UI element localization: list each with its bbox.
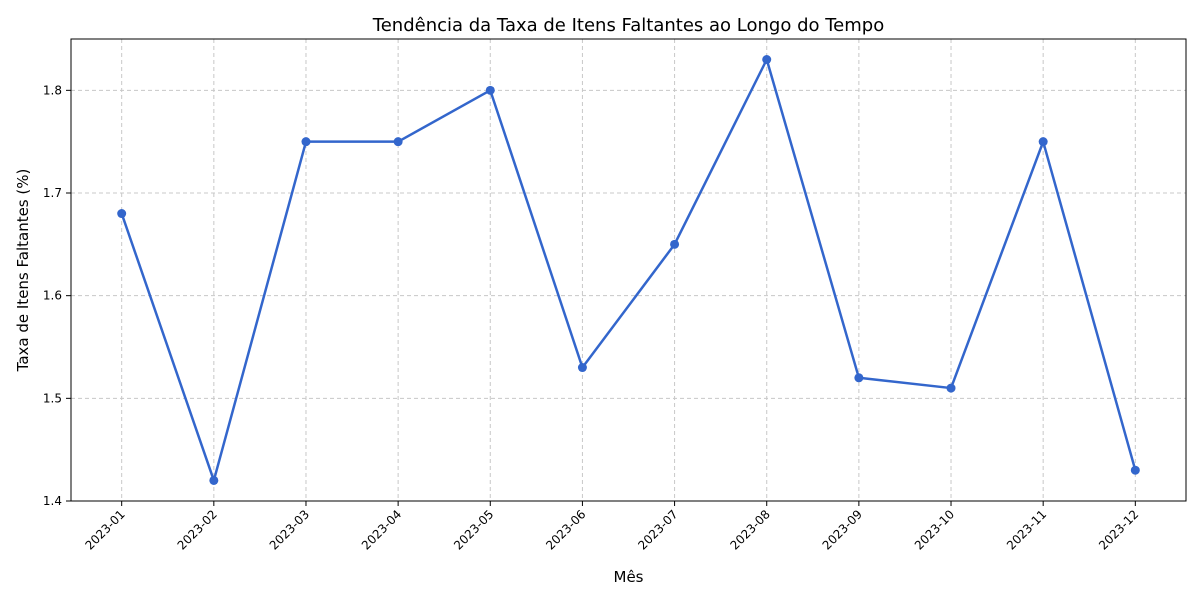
x-tick-label: 2023-08 (727, 507, 772, 552)
data-point (485, 85, 495, 95)
x-tick-label: 2023-11 (1004, 507, 1049, 552)
data-point (117, 209, 127, 219)
y-axis-title: Taxa de Itens Faltantes (%) (14, 169, 32, 373)
y-tick-label: 1.7 (43, 186, 62, 200)
y-axis-ticks: 1.4 1.5 1.6 1.7 1.8 (43, 83, 71, 508)
x-tick-label: 2023-04 (359, 507, 404, 552)
data-point (209, 475, 219, 485)
x-tick-label: 2023-09 (820, 507, 865, 552)
data-point (301, 137, 311, 147)
data-point (762, 55, 772, 65)
x-tick-label: 2023-05 (451, 507, 496, 552)
data-point (946, 383, 956, 393)
x-axis-ticks: 2023-01 2023-02 2023-03 2023-04 2023-05 2023-… (82, 501, 1141, 553)
x-tick-label: 2023-03 (267, 507, 312, 552)
data-point (577, 363, 587, 373)
data-point (1130, 465, 1140, 475)
y-tick-label: 1.4 (43, 494, 62, 508)
x-tick-label: 2023-01 (82, 507, 127, 552)
chart-title: Tendência da Taxa de Itens Faltantes ao … (372, 15, 884, 36)
y-tick-label: 1.6 (43, 289, 62, 303)
x-tick-label: 2023-10 (912, 507, 957, 552)
data-point (854, 373, 864, 383)
y-tick-label: 1.8 (43, 83, 62, 97)
x-tick-label: 2023-02 (175, 507, 220, 552)
series-layer (117, 55, 1140, 485)
data-point (670, 239, 680, 249)
grid-layer (71, 39, 1186, 502)
data-point (393, 137, 403, 147)
x-tick-label: 2023-12 (1096, 507, 1141, 552)
y-tick-label: 1.5 (43, 391, 62, 405)
x-tick-label: 2023-06 (543, 507, 588, 552)
data-point (1038, 137, 1048, 147)
plot-frame (70, 38, 1187, 502)
x-axis-title: Mês (614, 568, 644, 586)
series-line (120, 58, 1137, 482)
x-tick-label: 2023-07 (635, 507, 680, 552)
